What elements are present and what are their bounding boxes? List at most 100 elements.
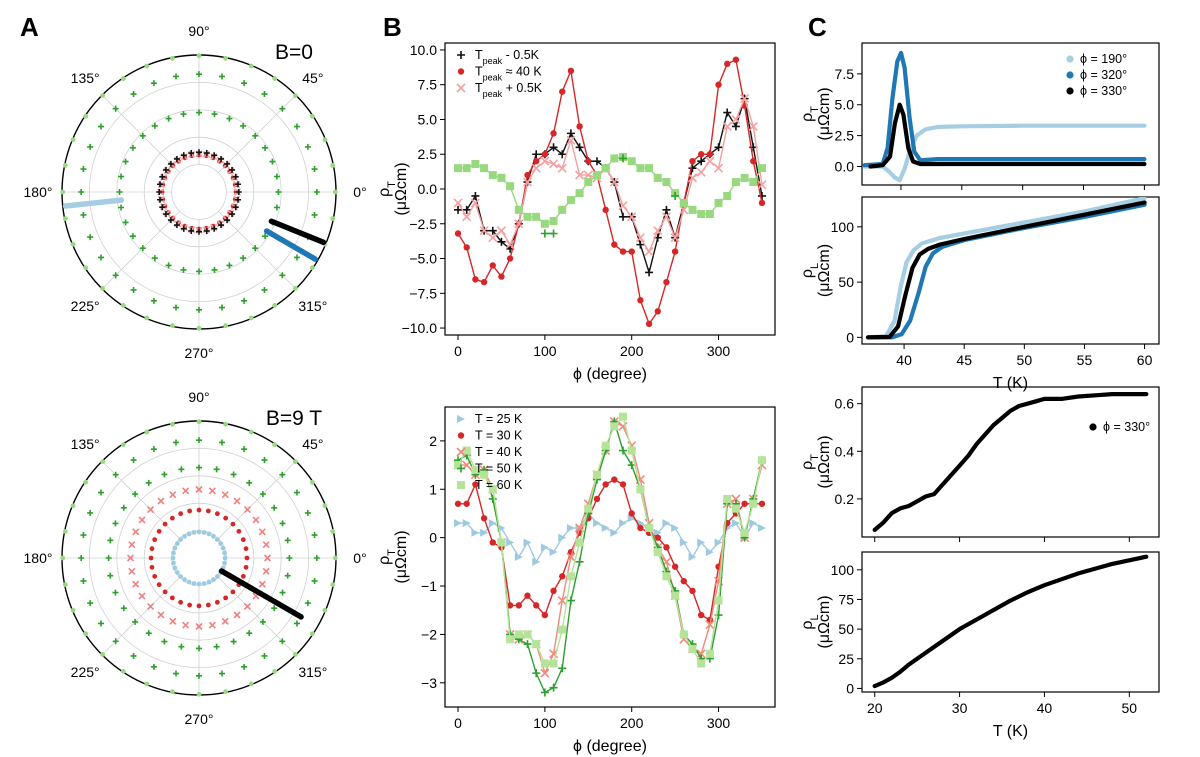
polar-point [218, 439, 225, 446]
series [454, 412, 766, 668]
polar-plot-A_bottom: 0° 45° 90° 135° 180° 225° 270° 315° B=9 T [24, 389, 367, 727]
polar-point [120, 76, 126, 82]
data-point [549, 659, 558, 668]
polar-point [293, 489, 300, 496]
data-point [566, 523, 575, 532]
y-tick-label: 25 [838, 651, 854, 667]
data-point [541, 151, 549, 158]
polar-point [248, 681, 254, 687]
series [865, 197, 1147, 340]
polar-point [235, 189, 242, 195]
polar-ring-series [78, 437, 320, 679]
legend-marker [457, 68, 465, 75]
polar-point [222, 555, 228, 561]
data-point [662, 572, 671, 581]
data-point [628, 510, 635, 517]
data-point [540, 229, 549, 238]
polar-point [112, 471, 119, 478]
polar-point [128, 567, 136, 575]
data-point [601, 441, 610, 450]
polar-point [248, 315, 254, 321]
polar-point [130, 91, 137, 98]
data-point [679, 538, 688, 547]
y-tick-label: 0.6 [835, 396, 855, 412]
polar-point [145, 479, 152, 486]
y-tick-label: −2 [421, 626, 437, 642]
polar-point [205, 602, 211, 608]
data-point [540, 668, 550, 678]
data-point [653, 173, 662, 182]
data-point [706, 151, 714, 158]
data-point [567, 67, 575, 75]
polar-point [107, 572, 114, 579]
data-point [488, 226, 497, 235]
data-point [688, 164, 697, 173]
y-tick-label: 7.5 [835, 66, 855, 82]
data-point [566, 135, 576, 145]
y-axis-unit: (μΩcm) [816, 87, 833, 140]
data-point [619, 446, 628, 455]
polar-point [146, 602, 155, 611]
polar-point [196, 228, 202, 235]
plot-frame [444, 406, 776, 708]
polar-point [191, 530, 197, 535]
data-point [480, 528, 489, 537]
data-point [627, 514, 636, 523]
polar-point [272, 76, 278, 82]
plot-C3: 0.2 0.4 0.6 ρT(μΩcm) ϕ = 330° [799, 386, 1160, 542]
legend-label: ϕ = 190° [1080, 52, 1127, 66]
polar-angle-label: 135° [71, 70, 100, 86]
data-point [609, 177, 619, 187]
polar-point [118, 173, 125, 180]
x-tick-label: 0 [454, 343, 462, 359]
data-point [758, 199, 766, 207]
y-tick-label: 50 [838, 621, 854, 637]
data-point [506, 538, 515, 547]
polar-point [130, 457, 137, 464]
data-point [471, 191, 480, 200]
data-point [731, 178, 740, 187]
data-point [749, 499, 758, 508]
polar-point [182, 577, 187, 583]
data-point [505, 240, 515, 250]
polar-point [169, 595, 175, 601]
legend-marker [1066, 71, 1074, 79]
polar-point [70, 137, 76, 143]
x-tick-label: 60 [1137, 352, 1153, 368]
polar-point [172, 545, 178, 551]
polar-point [152, 573, 158, 579]
data-point [740, 94, 750, 104]
x-tick-label: 300 [707, 715, 731, 731]
polar-point [129, 233, 136, 240]
series-line [865, 197, 1147, 340]
polar-point [309, 113, 315, 119]
polar-point [205, 508, 211, 514]
series [454, 417, 766, 697]
polar-point [180, 152, 187, 159]
legend-label: ϕ = 330° [1103, 420, 1150, 434]
polar-point [284, 537, 291, 544]
polar-point [258, 580, 266, 588]
legend-marker [457, 464, 465, 473]
polar-point [161, 638, 168, 645]
polar-point [196, 306, 202, 313]
data-point [532, 157, 540, 165]
polar-point [195, 622, 203, 631]
y-tick-label: 2.5 [418, 146, 438, 162]
polar-point [218, 73, 225, 80]
data-point [732, 56, 740, 63]
legend-marker [1066, 87, 1074, 95]
data-point [488, 171, 497, 180]
plot-C2: 40 45 50 55 60 0 50 100 T (K) ρL(μΩcm) [799, 196, 1160, 392]
data-point [558, 664, 567, 673]
data-point [705, 156, 715, 166]
data-point [523, 538, 532, 547]
panel-label-c: C [808, 12, 827, 42]
data-point [713, 163, 724, 173]
polar-point [132, 528, 140, 536]
data-point [584, 178, 593, 187]
polar-point [211, 152, 218, 159]
polar-point [180, 111, 187, 118]
x-tick-label: 0 [454, 715, 462, 731]
x-tick-label: 50 [1122, 700, 1138, 716]
